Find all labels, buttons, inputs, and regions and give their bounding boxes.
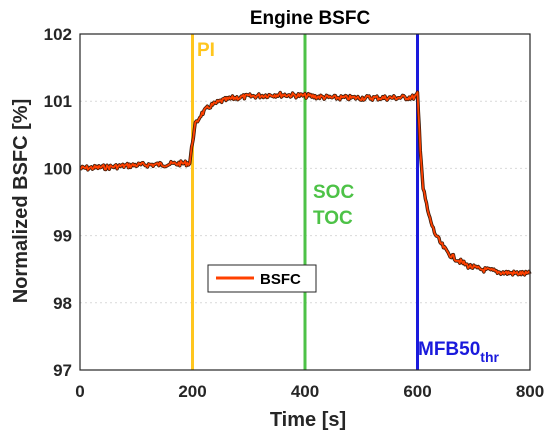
y-tick-label: 97 [53, 361, 72, 380]
x-axis-title: Time [s] [270, 409, 346, 431]
annotation-mfb50-subscript: thr [480, 349, 499, 365]
y-tick-label: 101 [44, 92, 72, 111]
series-group [79, 90, 532, 277]
annotation-labels: PI SOC TOC MFB50thr [197, 40, 500, 365]
x-tick-label: 600 [403, 382, 431, 401]
annotation-soc: SOC [313, 182, 354, 203]
annotation-mfb50-main: MFB50 [418, 339, 480, 360]
legend-label-bsfc: BSFC [260, 271, 301, 288]
y-axis-title: Normalized BSFC [%] [10, 99, 32, 303]
x-tick-labels: 0 200 400 600 800 [75, 382, 544, 401]
annotation-lines [191, 34, 419, 370]
x-tick-label: 200 [178, 382, 206, 401]
y-tick-label: 102 [44, 25, 72, 44]
x-tick-label: 400 [291, 382, 319, 401]
y-tick-label: 98 [53, 294, 72, 313]
y-tick-label: 100 [44, 159, 72, 178]
x-tick-label: 800 [516, 382, 544, 401]
x-tick-label: 0 [75, 382, 84, 401]
annotation-pi: PI [197, 40, 215, 61]
chart-title: Engine BSFC [250, 8, 371, 29]
legend: BSFC [207, 264, 317, 293]
y-tick-label: 99 [53, 227, 72, 246]
y-tick-labels: 97 98 99 100 101 102 [44, 25, 72, 380]
annotation-toc: TOC [313, 208, 353, 229]
series-line-bsfc [79, 91, 531, 276]
annotation-mfb50: MFB50thr [418, 339, 500, 365]
plot-frame [79, 33, 531, 371]
